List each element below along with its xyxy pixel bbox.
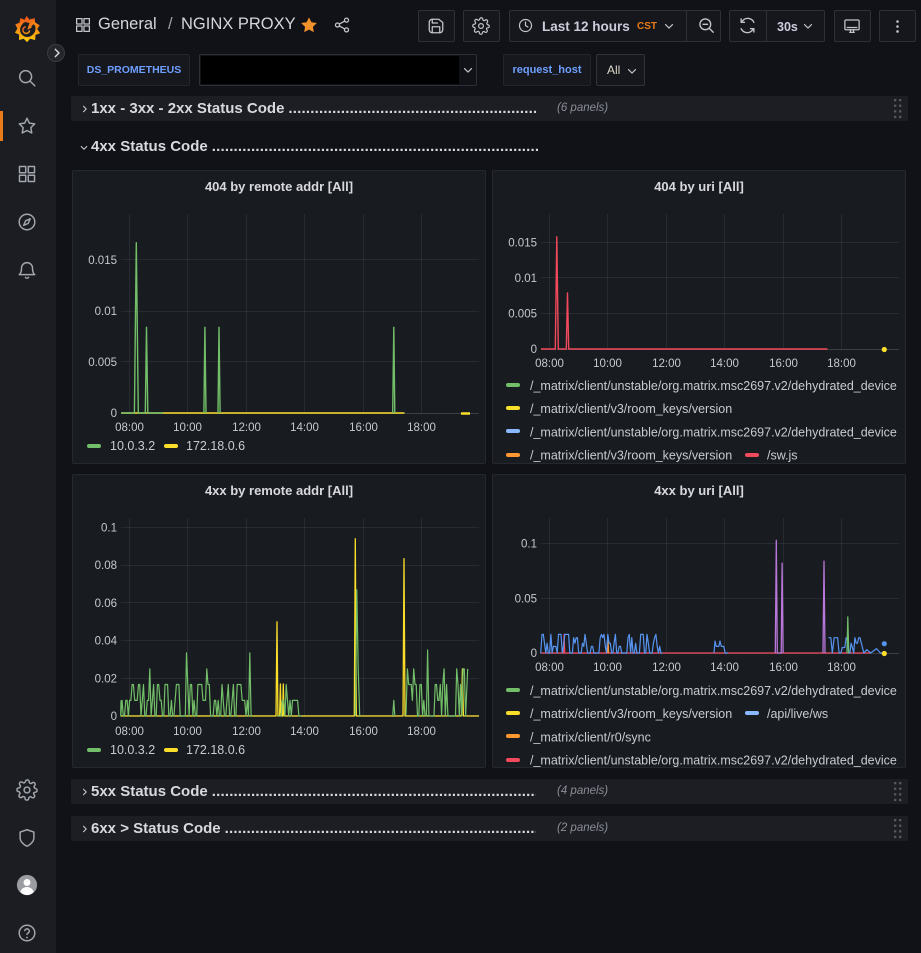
svg-text:08:00: 08:00 <box>115 726 144 738</box>
svg-text:0: 0 <box>111 711 117 723</box>
svg-text:/_matrix/client/unstable/org.m: /_matrix/client/unstable/org.matrix.msc2… <box>530 379 897 393</box>
svg-text:/_matrix/client/unstable/org.m: /_matrix/client/unstable/org.matrix.msc2… <box>530 684 897 698</box>
svg-text:10:00: 10:00 <box>173 726 202 738</box>
svg-text:/_matrix/client/v3/room_keys/v: /_matrix/client/v3/room_keys/version <box>530 402 732 416</box>
svg-text:0: 0 <box>531 344 537 356</box>
svg-text:/_matrix/client/unstable/org.m: /_matrix/client/unstable/org.matrix.msc2… <box>530 754 897 768</box>
svg-text:08:00: 08:00 <box>535 358 564 370</box>
svg-text:0.015: 0.015 <box>508 238 537 250</box>
svg-text:18:00: 18:00 <box>407 726 436 738</box>
svg-text:18:00: 18:00 <box>827 662 856 674</box>
svg-text:14:00: 14:00 <box>290 726 319 738</box>
svg-text:10.0.3.2: 10.0.3.2 <box>110 439 155 453</box>
svg-text:16:00: 16:00 <box>349 726 378 738</box>
svg-text:/_matrix/client/r0/sync: /_matrix/client/r0/sync <box>530 730 651 744</box>
svg-text:0.06: 0.06 <box>95 598 117 610</box>
svg-text:10:00: 10:00 <box>593 358 622 370</box>
svg-text:16:00: 16:00 <box>349 422 378 434</box>
svg-text:172.18.0.6: 172.18.0.6 <box>186 439 245 453</box>
svg-text:12:00: 12:00 <box>232 726 261 738</box>
svg-text:/_matrix/client/unstable/org.m: /_matrix/client/unstable/org.matrix.msc2… <box>530 425 897 439</box>
svg-text:10:00: 10:00 <box>173 422 202 434</box>
svg-text:08:00: 08:00 <box>115 422 144 434</box>
svg-text:0.08: 0.08 <box>95 560 117 572</box>
svg-text:10:00: 10:00 <box>593 662 622 674</box>
svg-text:12:00: 12:00 <box>652 662 681 674</box>
svg-text:/sw.js: /sw.js <box>767 449 798 463</box>
svg-text:0.1: 0.1 <box>101 523 117 535</box>
svg-text:16:00: 16:00 <box>769 358 798 370</box>
svg-text:18:00: 18:00 <box>827 358 856 370</box>
svg-text:0.01: 0.01 <box>515 273 537 285</box>
svg-text:0: 0 <box>111 408 117 420</box>
svg-text:0.1: 0.1 <box>521 539 537 551</box>
svg-text:14:00: 14:00 <box>710 358 739 370</box>
svg-text:18:00: 18:00 <box>407 422 436 434</box>
svg-text:0.05: 0.05 <box>515 593 537 605</box>
svg-text:0.01: 0.01 <box>95 306 117 318</box>
svg-text:10.0.3.2: 10.0.3.2 <box>110 743 155 757</box>
svg-text:/_matrix/client/v3/room_keys/v: /_matrix/client/v3/room_keys/version <box>530 707 732 721</box>
svg-text:0.005: 0.005 <box>88 357 117 369</box>
svg-text:/api/live/ws: /api/live/ws <box>767 707 828 721</box>
svg-text:0.005: 0.005 <box>508 309 537 321</box>
svg-text:12:00: 12:00 <box>652 358 681 370</box>
svg-text:0.015: 0.015 <box>88 255 117 267</box>
svg-text:14:00: 14:00 <box>290 422 319 434</box>
svg-text:172.18.0.6: 172.18.0.6 <box>186 743 245 757</box>
svg-text:0.04: 0.04 <box>95 636 118 648</box>
svg-text:/_matrix/client/v3/room_keys/v: /_matrix/client/v3/room_keys/version <box>530 449 732 463</box>
svg-text:16:00: 16:00 <box>769 662 798 674</box>
svg-text:12:00: 12:00 <box>232 422 261 434</box>
svg-text:0.02: 0.02 <box>95 673 117 685</box>
svg-text:0: 0 <box>531 648 537 660</box>
svg-text:08:00: 08:00 <box>535 662 564 674</box>
svg-text:14:00: 14:00 <box>710 662 739 674</box>
